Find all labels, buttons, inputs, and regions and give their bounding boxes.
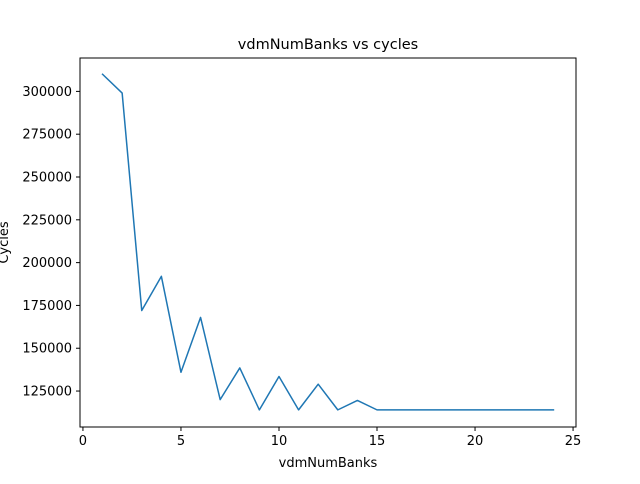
- y-tick-label: 175000: [22, 299, 72, 314]
- x-tick-label: 25: [565, 434, 582, 449]
- series-line: [101, 73, 555, 411]
- x-tick-label: 15: [369, 434, 386, 449]
- y-tick-label: 150000: [22, 342, 72, 357]
- x-axis: 0 5 10 15 20 25: [79, 427, 582, 449]
- y-tick-label: 275000: [22, 128, 72, 143]
- plot-frame: [79, 57, 577, 428]
- y-tick-label: 250000: [22, 171, 72, 186]
- chart-title: vdmNumBanks vs cycles: [238, 37, 418, 53]
- y-axis: 125000 150000 175000 200000 225000 250000 2750…: [22, 85, 80, 400]
- y-tick-label: 225000: [22, 213, 72, 228]
- y-tick-label: 300000: [22, 85, 72, 100]
- x-tick-label: 5: [177, 434, 185, 449]
- x-tick-label: 10: [271, 434, 288, 449]
- y-axis-label: Cycles: [0, 221, 12, 264]
- series-layer: [101, 73, 555, 411]
- y-tick-label: 200000: [22, 256, 72, 271]
- x-axis-label: vdmNumBanks: [279, 456, 378, 471]
- x-tick-label: 20: [467, 434, 484, 449]
- plot-area: [79, 57, 577, 428]
- y-tick-label: 125000: [22, 385, 72, 400]
- x-tick-label: 0: [79, 434, 87, 449]
